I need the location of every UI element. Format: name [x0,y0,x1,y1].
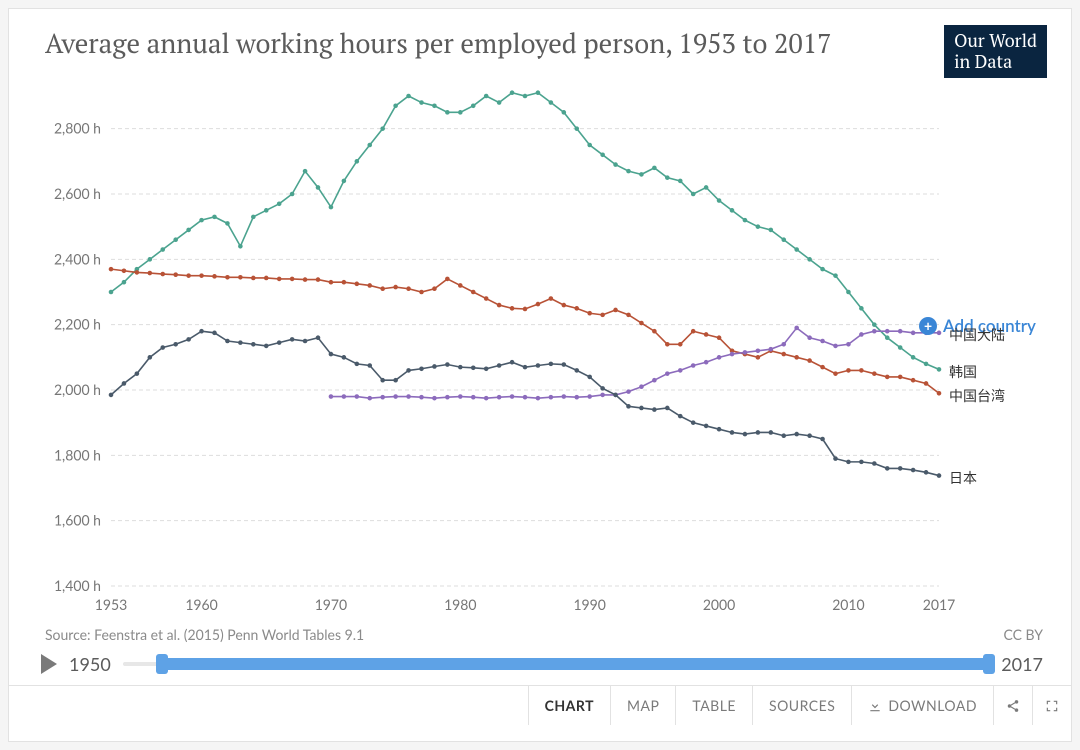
chart-title: Average annual working hours per employe… [45,25,832,61]
svg-text:2,200 h: 2,200 h [54,316,101,333]
series-label-japan[interactable]: 日本 [949,468,977,488]
svg-text:2,600 h: 2,600 h [54,185,101,202]
plus-icon: + [919,317,937,335]
source-text: Source: Feenstra et al. (2015) Penn Worl… [45,626,364,643]
line-chart[interactable]: 1,400 h 1,600 h 1,800 h 2,000 h 2,200 h 2,400… [33,86,1049,626]
svg-text:1960: 1960 [185,596,217,613]
slider-fill [162,658,990,670]
tab-chart[interactable]: CHART [528,686,610,725]
owid-logo[interactable]: Our World in Data [944,25,1047,78]
header: Average annual working hours per employe… [9,9,1071,82]
share-button[interactable] [993,686,1032,725]
timeline-end: 2017 [1001,653,1043,675]
series-label-taiwan[interactable]: 中国台湾 [949,386,1005,406]
series-label-china[interactable]: 中国大陆 [949,325,1005,345]
slider-handle-end[interactable] [983,654,995,674]
svg-text:1980: 1980 [444,596,476,613]
svg-text:1990: 1990 [573,596,605,613]
source-footer: Source: Feenstra et al. (2015) Penn Worl… [9,626,1071,643]
tab-table[interactable]: TABLE [675,686,752,725]
tab-bar: CHARTMAPTABLESOURCESDOWNLOAD [9,685,1071,725]
series-label-korea[interactable]: 韩国 [949,362,977,382]
svg-text:2,400 h: 2,400 h [54,251,101,268]
svg-text:1953: 1953 [95,596,127,613]
svg-text:1,400 h: 1,400 h [54,577,101,594]
svg-text:2000: 2000 [703,596,735,613]
svg-text:2017: 2017 [923,596,955,613]
svg-text:2,000 h: 2,000 h [54,381,101,398]
time-slider[interactable] [123,658,989,670]
svg-text:1,800 h: 1,800 h [54,447,101,464]
tab-map[interactable]: MAP [610,686,675,725]
play-button[interactable] [41,654,57,674]
svg-text:2,800 h: 2,800 h [54,120,101,137]
slider-handle-start[interactable] [156,654,168,674]
svg-text:2010: 2010 [832,596,864,613]
tab-sources[interactable]: SOURCES [752,686,851,725]
fullscreen-button[interactable] [1032,686,1071,725]
timeline-start: 1950 [69,653,111,675]
svg-text:1,600 h: 1,600 h [54,512,101,529]
timeline: 1950 2017 [9,643,1071,675]
chart-card: Average annual working hours per employe… [8,8,1072,742]
svg-text:1970: 1970 [315,596,347,613]
chart-area: 1,400 h 1,600 h 1,800 h 2,000 h 2,200 h 2,400… [33,86,1049,626]
tab-download[interactable]: DOWNLOAD [851,686,993,725]
license-text: CC BY [1003,626,1043,643]
